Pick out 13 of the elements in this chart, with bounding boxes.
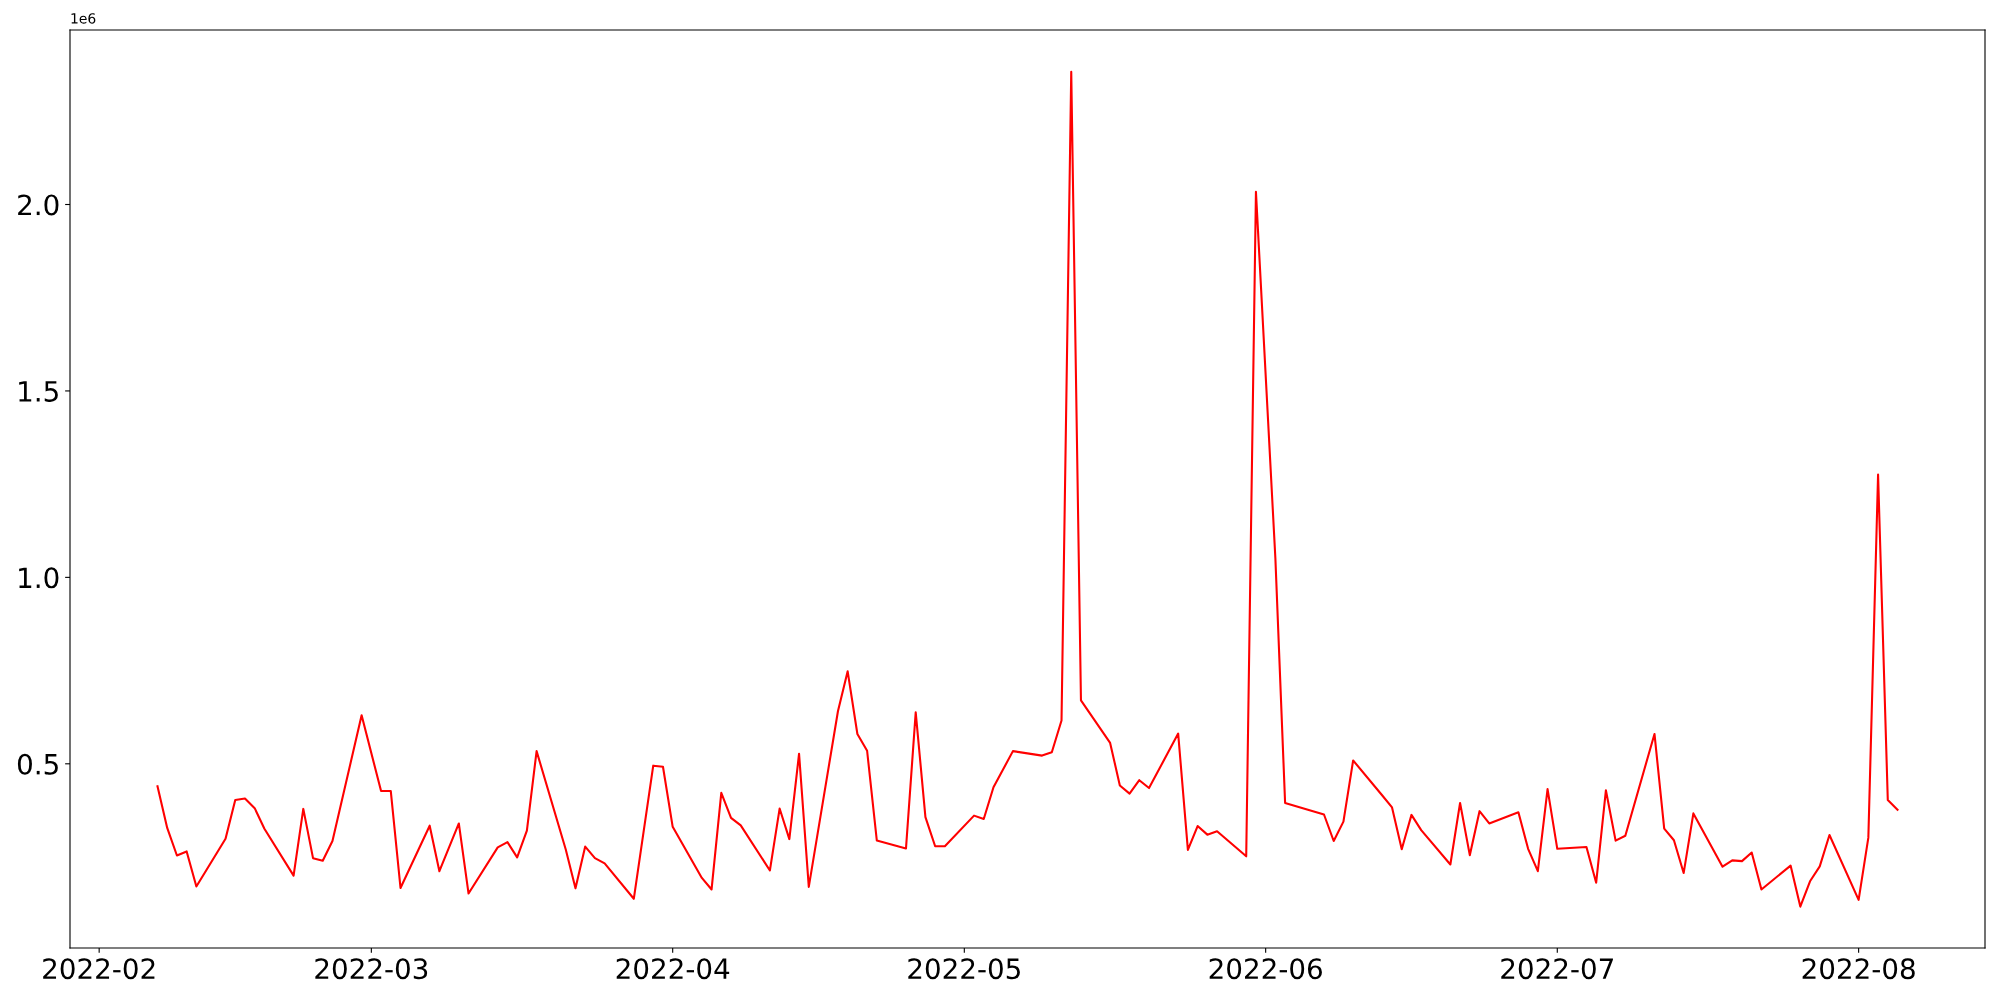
text: 1e6 (71, 13, 96, 24)
x-tick-label: 2022-06 (1209, 958, 1322, 980)
y-tick-label: 1.5 (19, 381, 58, 402)
y-tick-label: 1.0 (19, 567, 59, 589)
x-tick-label: 2022-04 (616, 958, 730, 980)
x-tick-label: 2022-02 (43, 958, 155, 980)
x-tick-label: 2022-03 (315, 958, 428, 980)
x-tick-label: 2022-05 (908, 958, 1020, 980)
line-series (156, 70, 1899, 908)
x-tick-label: 2022-08 (1802, 958, 1915, 980)
y-tick-label: 0.5 (17, 753, 58, 775)
x-tick-label: 2022-07 (1501, 958, 1613, 980)
y-tick-label: 2.0 (18, 194, 59, 216)
